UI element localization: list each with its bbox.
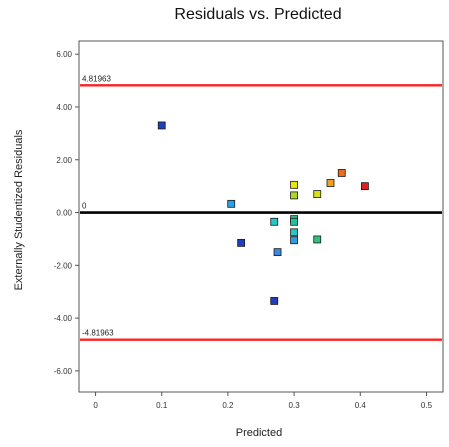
plot-frame xyxy=(78,40,444,393)
x-axis-label: Predicted xyxy=(236,427,282,439)
x-tick-label: 0.4 xyxy=(355,401,367,410)
data-point xyxy=(290,236,298,245)
data-point xyxy=(290,217,298,226)
data-point xyxy=(237,238,246,247)
zero-reference-label: 0 xyxy=(82,202,87,211)
data-point xyxy=(313,235,322,244)
y-tick-label: -4.00 xyxy=(54,314,73,323)
x-tick-label: 0.3 xyxy=(289,401,301,410)
data-point xyxy=(157,121,166,130)
data-point xyxy=(290,228,298,237)
data-point xyxy=(361,182,369,191)
y-tick-label: 0.00 xyxy=(56,209,72,218)
x-tick-label: 0.5 xyxy=(421,401,433,410)
data-point xyxy=(273,248,282,257)
data-point xyxy=(270,297,279,305)
data-point xyxy=(270,217,279,226)
chart-title: Residuals vs. Predicted xyxy=(174,6,341,23)
data-point xyxy=(290,180,298,189)
data-point xyxy=(326,179,335,187)
y-axis-label: Externally Studentized Residuals xyxy=(13,129,25,290)
limit-label: -4.81963 xyxy=(82,329,114,338)
x-tick-label: 0.1 xyxy=(156,401,168,410)
y-tick-label: 2.00 xyxy=(56,156,72,165)
plot-area: 6.00 4.00 2.00 0.00 -2.00 -4.00 -6.00 0 0.1 0.2 0.… xyxy=(54,40,444,410)
data-point xyxy=(290,191,298,200)
y-tick-label: 6.00 xyxy=(56,50,72,59)
data-point xyxy=(313,190,322,198)
data-point xyxy=(227,199,236,208)
y-tick-label: -2.00 xyxy=(54,261,73,270)
data-point xyxy=(337,169,346,177)
x-tick-label: 0 xyxy=(93,401,98,410)
y-tick-label: -6.00 xyxy=(54,367,73,376)
y-tick-label: 4.00 xyxy=(56,103,72,112)
x-tick-label: 0.2 xyxy=(222,401,234,410)
limit-label: 4.81963 xyxy=(82,74,111,83)
